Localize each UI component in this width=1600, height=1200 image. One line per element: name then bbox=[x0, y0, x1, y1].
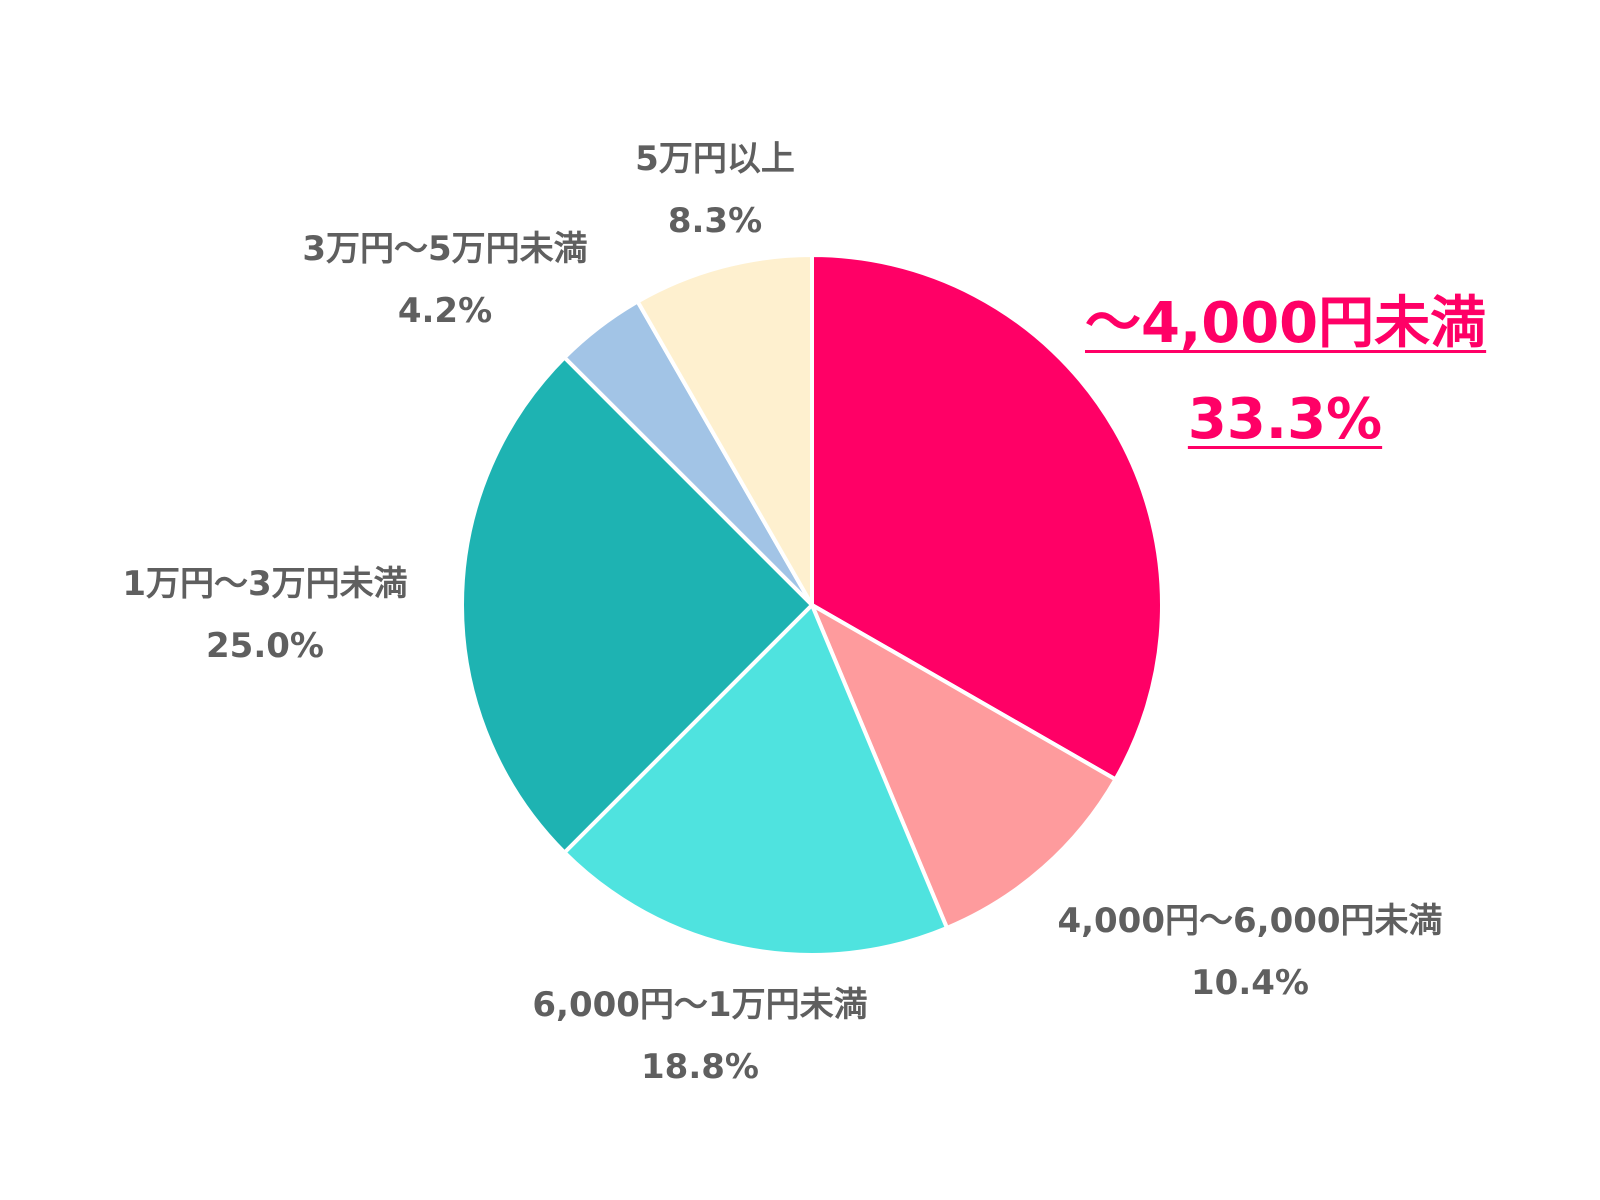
slice-label-name: ～4,000円未満 bbox=[1085, 291, 1487, 356]
slice-label-percent: 8.3% bbox=[667, 201, 763, 241]
pie-slice-3 bbox=[460, 355, 814, 855]
slice-label-percent: 25.0% bbox=[206, 626, 324, 666]
slice-label-name: 5万円以上 bbox=[635, 139, 795, 179]
pie-slice-1 bbox=[810, 603, 1118, 930]
slice-label-over-50000: 5万円以上 8.3% bbox=[565, 142, 865, 238]
slice-label-6000-10000: 6,000円～1万円未満 18.8% bbox=[500, 988, 900, 1084]
slice-label-percent: 33.3% bbox=[1187, 387, 1383, 452]
slice-label-30000-50000: 3万円～5万円未満 4.2% bbox=[265, 232, 625, 328]
slice-label-name: 3万円～5万円未満 bbox=[302, 229, 588, 269]
slice-label-name: 1万円～3万円未満 bbox=[122, 564, 408, 604]
slice-label-under-4000: ～4,000円未満 33.3% bbox=[1085, 291, 1487, 452]
pie-slice-0 bbox=[810, 253, 1164, 782]
slice-label-10000-30000: 1万円～3万円未満 25.0% bbox=[85, 567, 445, 663]
pie-slice-2 bbox=[562, 603, 949, 957]
slice-label-percent: 4.2% bbox=[397, 291, 493, 331]
slice-label-percent: 10.4% bbox=[1191, 963, 1309, 1003]
slice-label-4000-6000: 4,000円～6,000円未満 10.4% bbox=[1050, 904, 1450, 1000]
slice-label-percent: 18.8% bbox=[641, 1047, 759, 1087]
slice-label-name: 4,000円～6,000円未満 bbox=[1057, 901, 1443, 941]
slice-label-name: 6,000円～1万円未満 bbox=[532, 985, 868, 1025]
pie-slice-5 bbox=[635, 253, 814, 607]
